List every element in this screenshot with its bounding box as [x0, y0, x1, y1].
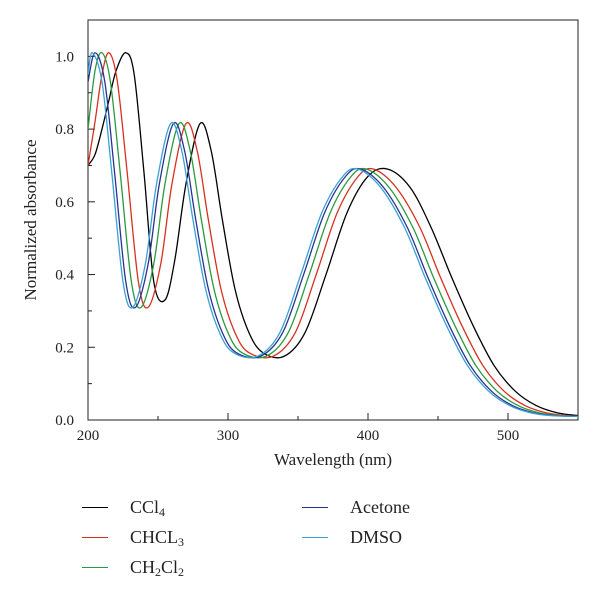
- y-tick-label: 0.4: [55, 268, 74, 284]
- legend-item: CCl4: [82, 494, 165, 520]
- legend: CCl4 CHCL3 CH2Cl2 Acetone DMSO: [82, 494, 502, 584]
- x-tick-label: 400: [357, 428, 380, 444]
- legend-label: CCl4: [130, 497, 165, 518]
- series-layer: [88, 52, 578, 416]
- legend-item: CHCL3: [82, 524, 184, 550]
- series-line-dmso: [88, 53, 578, 417]
- legend-label: Acetone: [350, 497, 410, 518]
- y-tick-label: 1.0: [55, 49, 74, 65]
- y-axis-title: Normalized absorbance: [21, 140, 40, 301]
- absorbance-chart: 200 300 400 500 0.0 0.2 0.4 0.6 0.8 1.0 Wavelength…: [0, 0, 600, 490]
- y-tick-label: 0.8: [55, 122, 74, 138]
- series-line-acetone: [88, 53, 578, 417]
- legend-item: Acetone: [302, 494, 410, 520]
- legend-label: CH2Cl2: [130, 557, 184, 578]
- legend-swatch: [82, 567, 108, 568]
- x-tick-label: 500: [497, 428, 520, 444]
- x-axis-title: Wavelength (nm): [274, 450, 392, 469]
- x-tick-label: 300: [217, 428, 240, 444]
- y-tick-label: 0.0: [55, 413, 74, 429]
- legend-swatch: [302, 507, 328, 508]
- series-line-chcl3: [88, 53, 578, 417]
- legend-swatch: [82, 507, 108, 508]
- series-line-ccl4: [88, 53, 578, 416]
- legend-swatch: [82, 537, 108, 538]
- legend-item: CH2Cl2: [82, 554, 184, 580]
- x-tick-label: 200: [77, 428, 100, 444]
- legend-label: CHCL3: [130, 527, 184, 548]
- plot-frame: [88, 20, 578, 420]
- legend-label: DMSO: [350, 527, 402, 548]
- legend-swatch: [302, 537, 328, 538]
- legend-item: DMSO: [302, 524, 402, 550]
- series-line-ch2cl2: [88, 52, 578, 416]
- y-tick-label: 0.6: [55, 195, 74, 211]
- y-tick-label: 0.2: [55, 340, 74, 356]
- axes: [88, 20, 578, 420]
